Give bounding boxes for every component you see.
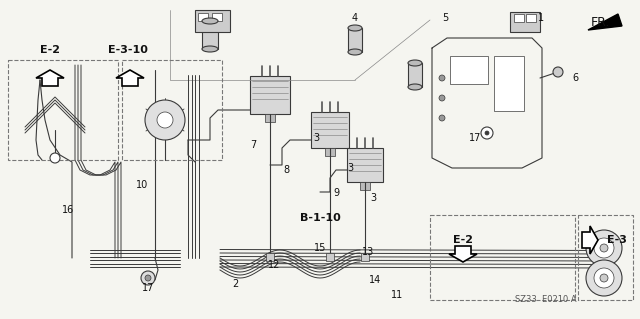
Text: 3: 3 <box>347 163 353 173</box>
Circle shape <box>141 271 155 285</box>
Text: 11: 11 <box>391 290 403 300</box>
Bar <box>311 112 349 148</box>
Ellipse shape <box>408 60 422 66</box>
Text: 12: 12 <box>268 260 280 270</box>
Bar <box>348 28 362 52</box>
Text: 2: 2 <box>232 279 238 289</box>
Bar <box>578 215 633 300</box>
Circle shape <box>485 131 489 135</box>
Bar <box>198 13 208 21</box>
Polygon shape <box>449 246 477 262</box>
Text: 6: 6 <box>572 73 578 83</box>
Text: E-2: E-2 <box>40 45 60 55</box>
Text: 17: 17 <box>142 283 154 293</box>
Text: FR.: FR. <box>590 16 610 28</box>
Circle shape <box>439 75 445 81</box>
Ellipse shape <box>202 18 218 24</box>
Text: 7: 7 <box>250 140 256 150</box>
Polygon shape <box>588 14 622 30</box>
Ellipse shape <box>202 46 218 52</box>
Text: 3: 3 <box>370 193 376 203</box>
Text: E-2: E-2 <box>453 235 473 245</box>
Bar <box>202 21 218 49</box>
Bar <box>195 10 230 32</box>
Circle shape <box>594 238 614 258</box>
Circle shape <box>439 115 445 121</box>
Bar <box>510 12 540 32</box>
Bar <box>526 14 536 22</box>
Circle shape <box>586 260 622 296</box>
Bar <box>514 14 524 22</box>
Text: E-3-10: E-3-10 <box>108 45 148 55</box>
Text: 16: 16 <box>62 205 74 215</box>
Text: B-1-10: B-1-10 <box>300 213 340 223</box>
Ellipse shape <box>348 49 362 55</box>
Circle shape <box>586 230 622 266</box>
Text: 15: 15 <box>314 243 326 253</box>
Bar <box>360 182 370 190</box>
Bar <box>266 253 274 261</box>
Circle shape <box>594 268 614 288</box>
Text: 13: 13 <box>362 247 374 257</box>
Polygon shape <box>116 70 144 86</box>
Text: 5: 5 <box>442 13 448 23</box>
Bar <box>450 56 488 84</box>
Polygon shape <box>36 70 64 86</box>
Text: 1: 1 <box>538 13 544 23</box>
Circle shape <box>145 100 185 140</box>
Bar <box>325 148 335 156</box>
Circle shape <box>600 244 608 252</box>
Text: 10: 10 <box>136 180 148 190</box>
Text: 17: 17 <box>469 133 481 143</box>
Bar <box>408 63 422 87</box>
Bar <box>361 253 369 261</box>
Ellipse shape <box>348 25 362 31</box>
Circle shape <box>481 127 493 139</box>
Bar <box>494 56 524 111</box>
Circle shape <box>145 275 151 281</box>
Bar <box>250 76 290 114</box>
Text: 14: 14 <box>369 275 381 285</box>
Bar <box>430 215 575 300</box>
Ellipse shape <box>408 84 422 90</box>
Text: 9: 9 <box>334 188 340 198</box>
Bar <box>122 60 222 160</box>
Circle shape <box>50 153 60 163</box>
Text: 4: 4 <box>352 13 358 23</box>
Circle shape <box>439 95 445 101</box>
Text: 3: 3 <box>313 133 319 143</box>
Circle shape <box>157 112 173 128</box>
Text: SZ33  E0210 A: SZ33 E0210 A <box>515 295 577 305</box>
Circle shape <box>553 67 563 77</box>
Bar <box>8 60 118 160</box>
Bar <box>326 253 334 261</box>
Text: 8: 8 <box>284 165 290 175</box>
Polygon shape <box>582 226 598 254</box>
Text: E-3: E-3 <box>607 235 627 245</box>
Circle shape <box>600 274 608 282</box>
Bar <box>265 114 275 122</box>
Bar <box>347 148 383 182</box>
Bar <box>212 13 222 21</box>
